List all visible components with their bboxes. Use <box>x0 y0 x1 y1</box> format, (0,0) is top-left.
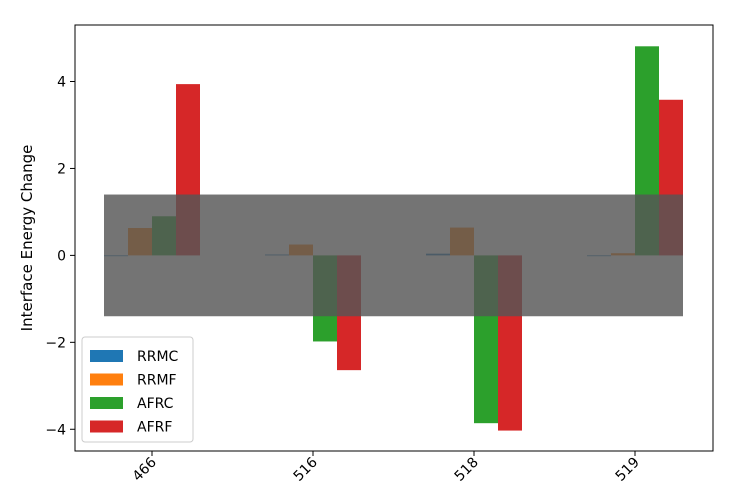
y-tick-label: 4 <box>57 75 66 91</box>
shaded-band <box>104 194 683 317</box>
legend-swatch-rrmc <box>90 350 123 362</box>
y-axis-ticks: −4 −2 0 2 4 <box>45 75 75 438</box>
y-tick-label: 0 <box>57 248 66 264</box>
x-tick-label: 519 <box>613 455 643 485</box>
x-tick-label: 466 <box>130 454 160 484</box>
y-tick-label: −4 <box>45 422 66 438</box>
legend-label-rrmc: RRMC <box>137 349 179 365</box>
y-axis-label: Interface Energy Change <box>18 145 36 332</box>
x-tick-label: 516 <box>291 454 321 484</box>
y-tick-label: −2 <box>45 335 66 351</box>
legend-swatch-afrf <box>90 420 123 433</box>
legend-swatch-afrc <box>90 397 123 409</box>
legend-label-afrc: AFRC <box>137 396 174 412</box>
x-axis-ticks: 466 516 518 519 <box>130 451 643 485</box>
x-tick-label: 518 <box>452 455 482 485</box>
legend-label-afrf: AFRF <box>137 420 172 436</box>
legend-label-rrmf: RRMF <box>137 373 177 389</box>
legend: RRMC RRMF AFRC AFRF <box>81 336 194 443</box>
legend-box <box>81 336 194 443</box>
y-tick-label: 2 <box>57 161 66 177</box>
legend-swatch-rrmf <box>90 373 123 386</box>
plot-frame <box>74 24 714 452</box>
